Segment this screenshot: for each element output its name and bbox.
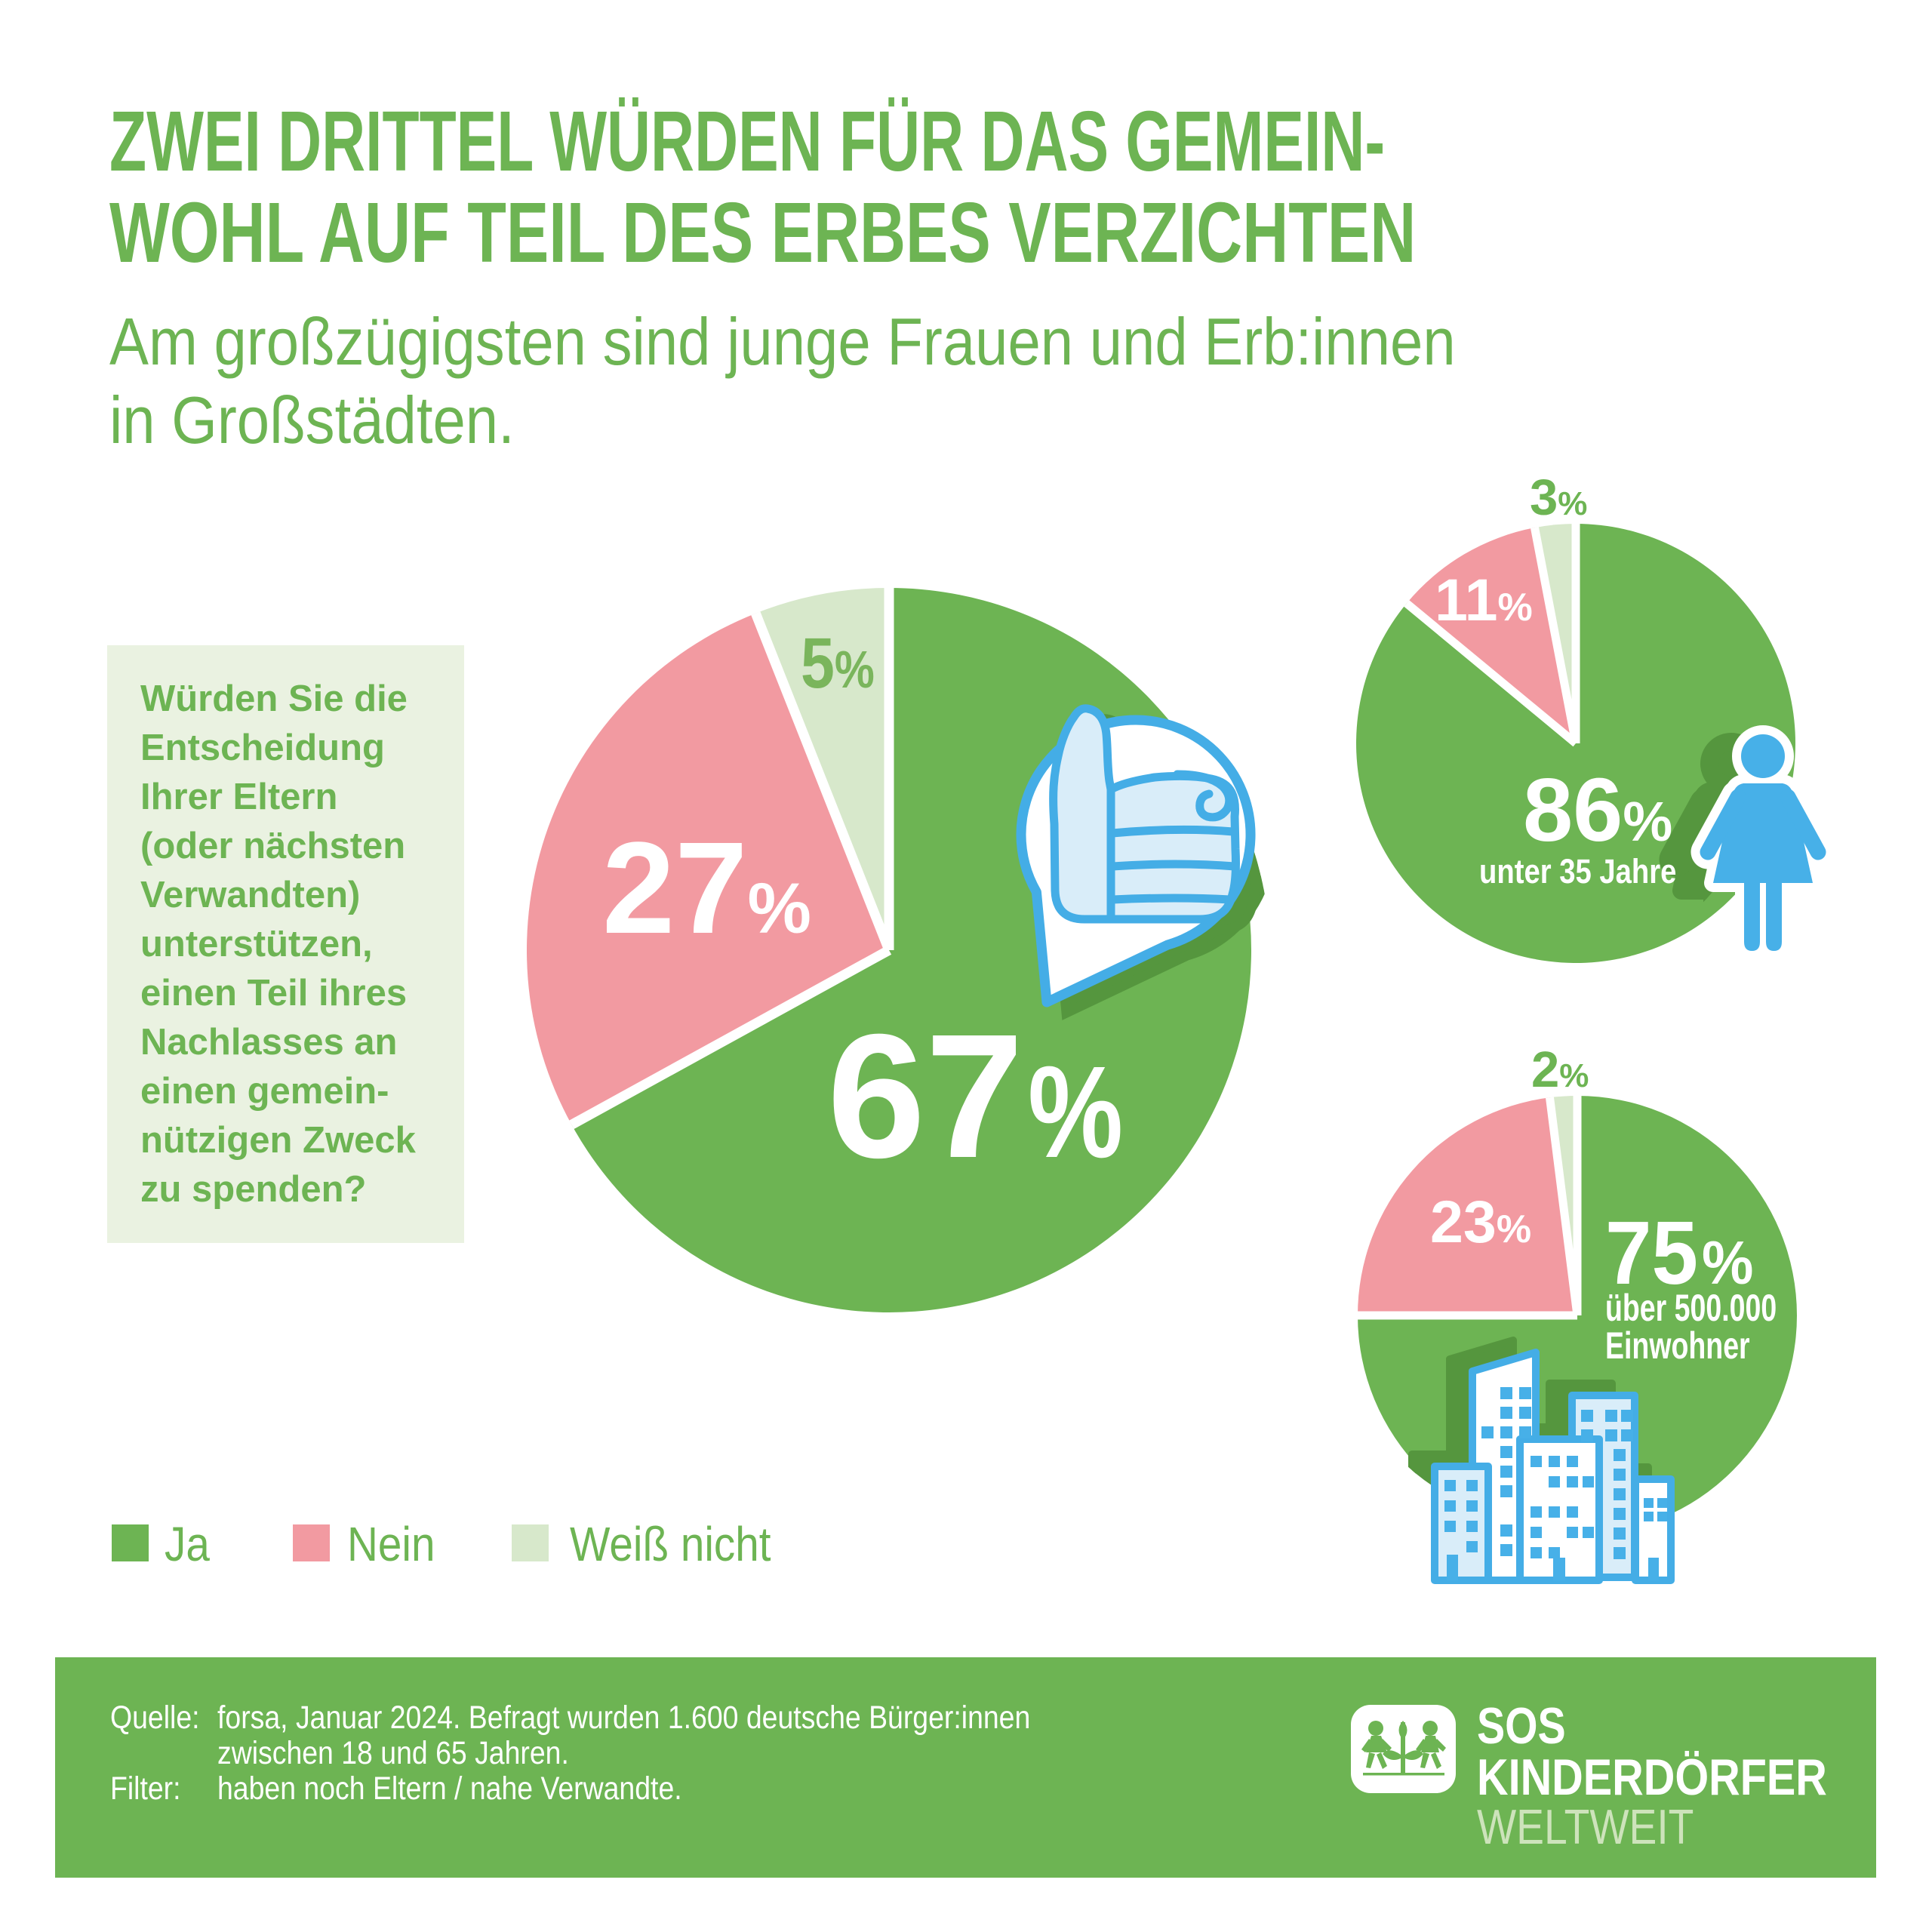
svg-text:unter 35 Jahre: unter 35 Jahre <box>1479 852 1676 891</box>
svg-text:3%: 3% <box>1530 469 1587 526</box>
svg-text:KINDERDÖRFER: KINDERDÖRFER <box>1477 1749 1827 1807</box>
svg-text:2%: 2% <box>1531 1041 1589 1098</box>
svg-text:Einwohner: Einwohner <box>1605 1325 1750 1367</box>
svg-text:SOS: SOS <box>1477 1698 1566 1755</box>
svg-text:WELTWEIT: WELTWEIT <box>1477 1799 1694 1854</box>
svg-text:67: 67 <box>827 997 1023 1195</box>
svg-text:5%: 5% <box>801 623 875 703</box>
svg-text:Weiß nicht: Weiß nicht <box>570 1517 771 1571</box>
svg-text:%: % <box>1702 1228 1753 1297</box>
svg-text:Ja: Ja <box>165 1517 210 1571</box>
svg-text:75: 75 <box>1605 1203 1698 1303</box>
svg-text:%: % <box>1028 1039 1123 1186</box>
svg-text:11%: 11% <box>1435 566 1533 633</box>
svg-text:Nein: Nein <box>347 1517 435 1571</box>
svg-text:über 500.000: über 500.000 <box>1605 1287 1777 1329</box>
